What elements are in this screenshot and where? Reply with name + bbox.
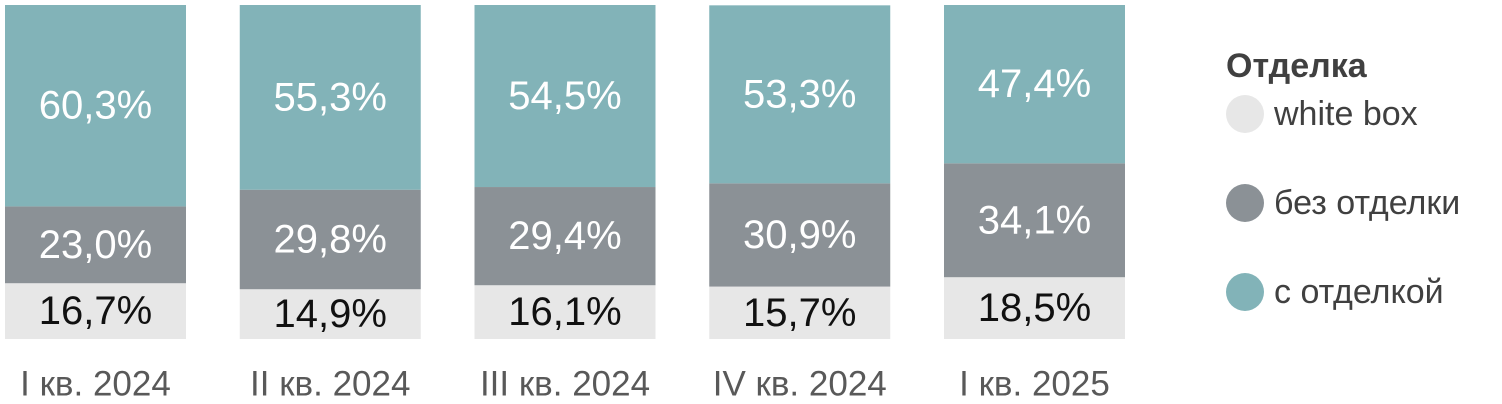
bar-segment-1-5 <box>944 277 1125 339</box>
bar-segment-3-2 <box>239 5 421 190</box>
bar-segment-2-3 <box>474 187 656 286</box>
legend-label-s-otdelkoi: с отделкой <box>1274 272 1444 311</box>
legend-title: Отделка <box>1226 47 1367 85</box>
bar-segment-1-3 <box>474 285 656 339</box>
bar-segment-3-1 <box>5 5 186 207</box>
bar-segment-1-2 <box>239 289 421 339</box>
legend-label-bez-otdelki: без отделки <box>1274 183 1461 222</box>
bar-segment-2-2 <box>239 189 421 290</box>
data-label-3-2: 55,3% <box>274 75 387 119</box>
legend-swatch-bez-otdelki <box>1226 184 1264 222</box>
bar-segment-3-5 <box>944 5 1125 164</box>
bar-segment-1-1 <box>5 283 186 339</box>
data-label-2-2: 29,8% <box>274 217 387 261</box>
legend: Отделка white box без отделки с отделкой <box>1226 40 1502 314</box>
data-label-2-4: 30,9% <box>743 213 856 257</box>
bar-segment-1-4 <box>709 286 891 339</box>
legend-swatch-s-otdelkoi <box>1226 273 1264 311</box>
data-label-1-4: 15,7% <box>743 291 856 335</box>
category-label-1: I кв. 2024 <box>20 365 171 404</box>
data-label-2-3: 29,4% <box>508 214 621 258</box>
legend-item-bez-otdelki: без отделки <box>1226 181 1502 225</box>
data-label-2-5: 34,1% <box>978 198 1091 242</box>
data-label-1-2: 14,9% <box>274 292 387 336</box>
legend-label-white-box: white box <box>1274 94 1418 133</box>
data-label-3-4: 53,3% <box>743 72 856 116</box>
data-label-1-1: 16,7% <box>39 289 152 333</box>
legend-swatch-white-box <box>1226 95 1264 133</box>
legend-item-s-otdelkoi: с отделкой <box>1226 270 1502 314</box>
data-label-3-1: 60,3% <box>39 84 152 128</box>
bar-segment-2-1 <box>5 206 186 284</box>
category-label-5: I кв. 2025 <box>959 365 1110 404</box>
data-label-3-5: 47,4% <box>978 62 1091 106</box>
category-label-4: IV кв. 2024 <box>713 365 887 404</box>
data-label-1-3: 16,1% <box>508 290 621 334</box>
data-label-3-3: 54,5% <box>508 74 621 118</box>
data-label-1-5: 18,5% <box>978 286 1091 330</box>
data-label-2-1: 23,0% <box>39 223 152 267</box>
bar-segment-2-5 <box>944 163 1125 278</box>
bar-segment-3-3 <box>474 5 656 188</box>
category-label-3: III кв. 2024 <box>480 365 650 404</box>
bar-segment-2-4 <box>709 183 891 287</box>
category-label-2: II кв. 2024 <box>250 365 410 404</box>
legend-item-white-box: white box <box>1226 92 1502 136</box>
bar-segment-3-4 <box>709 5 891 184</box>
